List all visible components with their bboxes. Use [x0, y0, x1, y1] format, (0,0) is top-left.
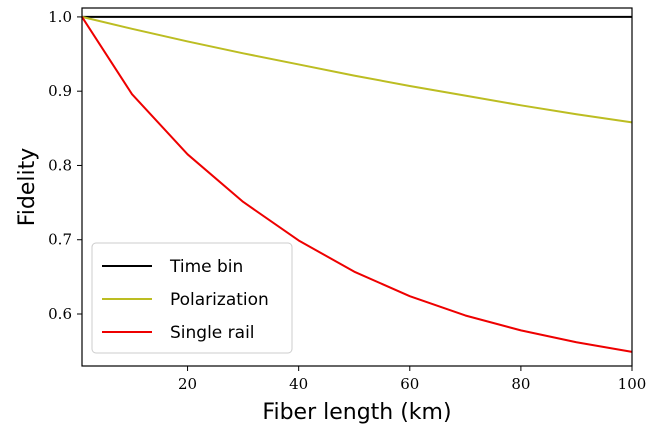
y-tick-label: 0.8 — [48, 156, 72, 174]
y-tick-label: 0.6 — [48, 305, 72, 323]
x-tick-label: 100 — [618, 375, 647, 393]
legend-label-0: Time bin — [169, 257, 243, 277]
legend-label-1: Polarization — [170, 290, 269, 310]
y-axis-ticks: 0.6 0.7 0.8 0.9 1.0 — [48, 8, 82, 323]
plot-frame — [81, 7, 633, 367]
series-line-1 — [81, 15, 633, 124]
x-tick-label: 40 — [289, 375, 308, 393]
legend: Time bin Polarization Single rail — [91, 242, 293, 354]
legend-label-2: Single rail — [170, 323, 255, 343]
x-axis-label: Fiber length (km) — [262, 400, 451, 425]
legend-box — [91, 242, 293, 354]
series-line-2 — [81, 16, 633, 353]
x-tick-label: 60 — [400, 375, 419, 393]
x-axis-ticks: 20 40 60 80 100 — [178, 366, 646, 393]
y-axis-label: Fidelity — [15, 148, 40, 227]
y-tick-label: 0.9 — [48, 82, 72, 100]
y-tick-label: 1.0 — [48, 8, 72, 26]
y-tick-label: 0.7 — [48, 231, 72, 249]
x-tick-label: 80 — [511, 375, 530, 393]
x-tick-label: 20 — [178, 375, 197, 393]
plot-lines — [81, 15, 633, 353]
